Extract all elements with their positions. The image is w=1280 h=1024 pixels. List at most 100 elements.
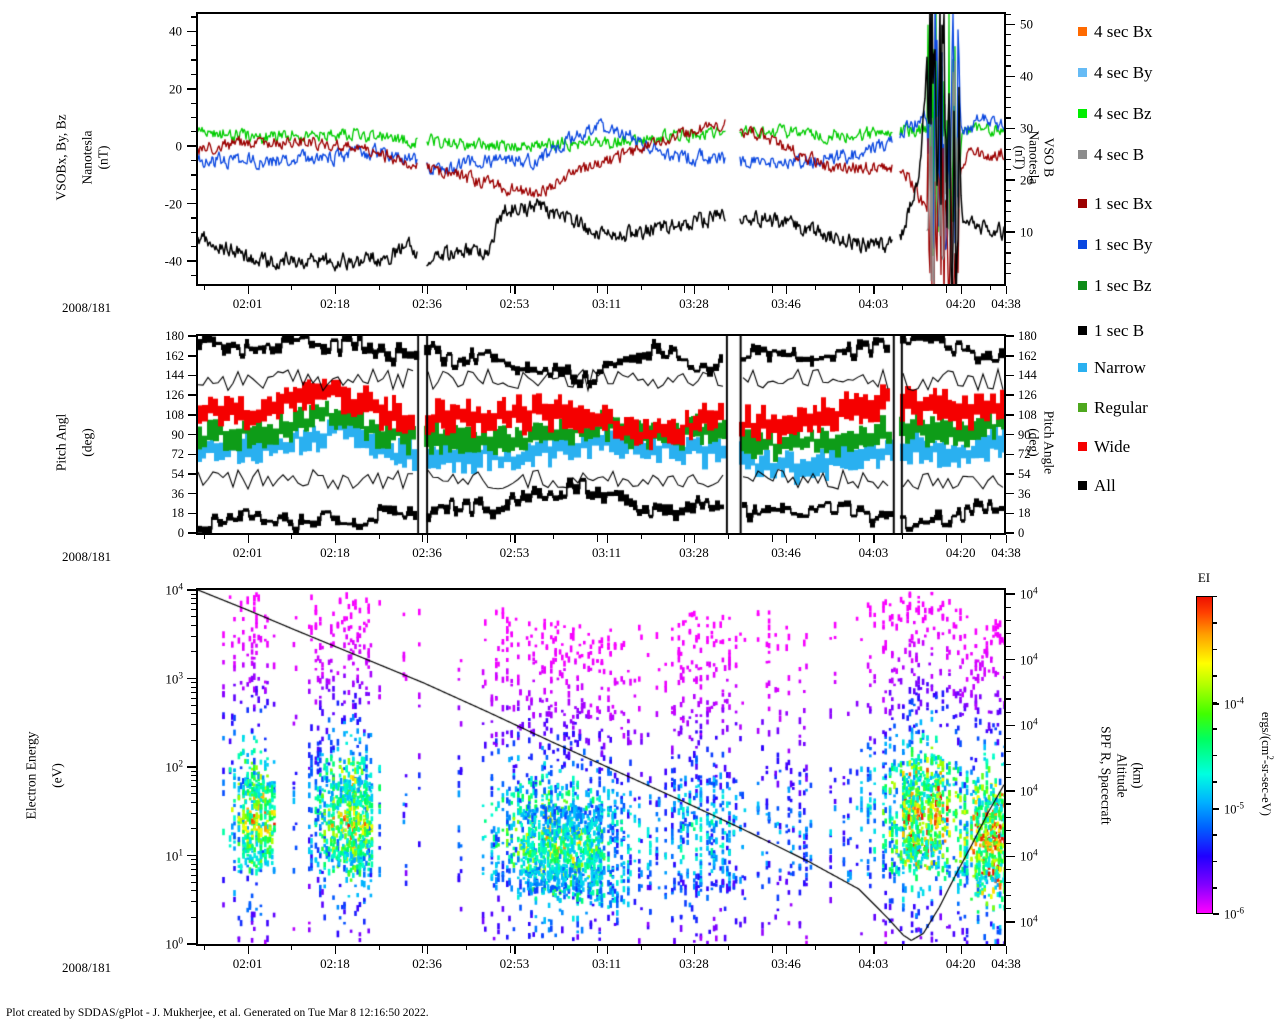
axis-tick: [191, 131, 196, 133]
axis-tick: [1006, 86, 1011, 88]
axis-tick: [188, 355, 196, 357]
legend-item-4-sec-b[interactable]: 4 sec B: [1078, 145, 1144, 163]
axis-tick: [1006, 882, 1011, 884]
axis-tick-label: 20: [169, 81, 182, 97]
axis-tick-label: 144: [1018, 368, 1037, 383]
axis-tick: [596, 946, 598, 953]
legend-item-label: 1 sec Bz: [1094, 275, 1152, 295]
panel1-date-label: 2008/181: [62, 300, 112, 315]
axis-tick: [191, 770, 196, 772]
axis-tick: [188, 453, 196, 456]
axis-tick: [191, 45, 196, 47]
axis-tick: [191, 274, 196, 277]
colorbar-tick: [1213, 703, 1219, 705]
legend-item-1-sec-bx[interactable]: 1 sec Bx: [1078, 194, 1153, 212]
legend-item-narrow[interactable]: Narrow: [1078, 358, 1146, 376]
axis-tick: [640, 286, 642, 290]
axis-tick: [191, 874, 196, 876]
axis-tick: [191, 603, 196, 605]
axis-tick-label: 180: [165, 328, 184, 343]
axis-tick: [191, 217, 196, 219]
legend-item-4-sec-by[interactable]: 4 sec By: [1078, 63, 1153, 81]
axis-tick: [187, 766, 196, 768]
axis-tick-label: 04:03: [858, 956, 889, 971]
axis-tick: [640, 946, 642, 950]
axis-tick-label: 126: [1018, 387, 1037, 402]
axis-tick-label: 04:38: [991, 545, 1021, 560]
axis-tick: [191, 593, 196, 595]
axis-tick-label: 0: [175, 138, 183, 154]
axis-tick: [1006, 148, 1011, 150]
axis-tick: [203, 535, 205, 539]
axis-tick-label: 04:20: [945, 956, 976, 971]
axis-tick: [291, 286, 293, 290]
axis-tick-label: 02:18: [320, 296, 350, 311]
axis-tick: [191, 116, 196, 119]
legend-item-wide[interactable]: Wide: [1078, 437, 1130, 455]
axis-tick: [989, 535, 991, 539]
axis-tick-label: 20: [1020, 172, 1033, 188]
axis-tick: [191, 624, 196, 626]
axis-tick: [378, 946, 380, 950]
legend-swatch-icon: [1078, 198, 1087, 208]
axis-tick-label: 04:38: [991, 956, 1021, 971]
axis-tick: [191, 890, 196, 892]
axis-tick: [334, 535, 337, 543]
colorbar-minor-tick: [1213, 807, 1217, 809]
legend-item-1-sec-bz[interactable]: 1 sec Bz: [1078, 276, 1152, 294]
axis-tick: [191, 246, 196, 248]
axis-tick: [553, 286, 555, 290]
axis-tick: [422, 286, 424, 293]
axis-tick-label: 03:11: [592, 545, 622, 560]
axis-tick-label: 40: [169, 23, 182, 39]
axis-tick: [191, 704, 196, 706]
legend-item-label: 1 sec By: [1094, 234, 1153, 254]
legend-swatch-icon: [1078, 325, 1087, 335]
legend-item-4-sec-bz[interactable]: 4 sec Bz: [1078, 104, 1152, 122]
axis-tick: [191, 828, 196, 830]
axis-tick-label: 18: [1018, 506, 1031, 521]
legend-item-label: 1 sec B: [1094, 320, 1145, 340]
colorbar-minor-tick: [1213, 728, 1217, 730]
axis-tick-label: 90: [1018, 427, 1031, 442]
axis-tick: [693, 946, 696, 954]
axis-tick: [1006, 895, 1011, 897]
axis-tick: [1006, 750, 1011, 753]
axis-tick: [191, 635, 196, 637]
axis-tick: [1006, 433, 1014, 436]
axis-tick-label: 10: [1020, 224, 1033, 240]
axis-tick-label: 03:46: [771, 296, 801, 311]
legend-item-all[interactable]: All: [1078, 476, 1116, 494]
legend-item-1-sec-b[interactable]: 1 sec B: [1078, 321, 1144, 339]
axis-tick: [1006, 790, 1015, 792]
axis-tick: [1006, 908, 1011, 910]
axis-tick: [378, 286, 380, 290]
axis-tick: [727, 946, 729, 950]
axis-tick: [422, 535, 424, 542]
legend-item-regular[interactable]: Regular: [1078, 398, 1148, 416]
axis-tick-label: 03:28: [679, 545, 709, 560]
axis-tick-label: 162: [1018, 348, 1037, 363]
legend-item-1-sec-by[interactable]: 1 sec By: [1078, 235, 1153, 253]
axis-tick: [786, 946, 788, 954]
axis-tick-label: -40: [164, 253, 182, 269]
axis-tick: [960, 535, 963, 543]
axis-tick: [596, 286, 598, 293]
axis-tick: [1006, 829, 1011, 831]
axis-tick: [188, 492, 196, 495]
axis-tick-label: 101: [165, 847, 183, 864]
axis-tick: [684, 286, 686, 293]
axis-tick-label: 18: [171, 506, 185, 521]
legend-swatch-icon: [1078, 26, 1087, 36]
axis-tick: [1006, 65, 1011, 67]
axis-tick: [191, 775, 196, 777]
axis-tick: [191, 616, 196, 618]
axis-tick: [191, 812, 196, 814]
axis-tick: [187, 145, 196, 148]
legend-item-4-sec-bx[interactable]: 4 sec Bx: [1078, 22, 1153, 40]
panel2-date-label: 2008/181: [62, 549, 112, 564]
axis-tick: [693, 535, 696, 543]
axis-tick: [727, 286, 729, 290]
axis-tick: [1006, 23, 1015, 26]
axis-tick-label: 02:01: [232, 956, 263, 971]
